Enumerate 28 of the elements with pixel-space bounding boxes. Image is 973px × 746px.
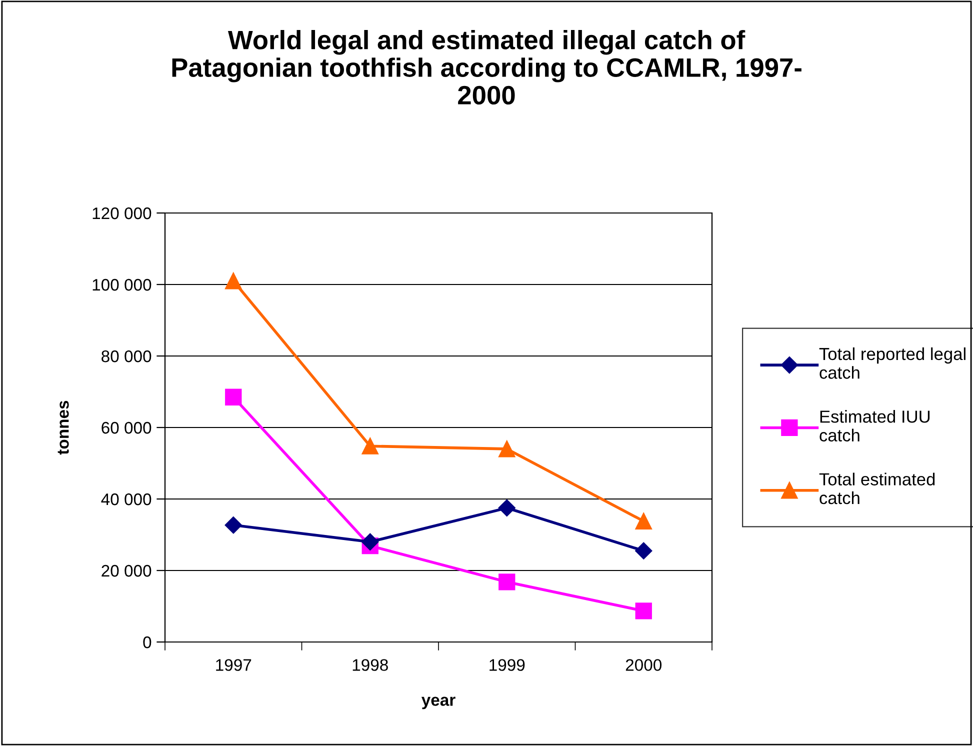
point: [225, 272, 242, 290]
point: [635, 542, 652, 560]
x-tick-label: 1999: [490, 659, 525, 671]
point: [498, 574, 516, 590]
y-tick-label: 20 000: [102, 564, 152, 577]
legend-label: Total reported legal catch: [819, 347, 966, 379]
y-axis-title: tonnes: [58, 400, 69, 455]
x-axis-title: year: [421, 696, 456, 710]
x-tick-label: 2000: [626, 659, 662, 671]
point: [498, 499, 516, 516]
y-tick-label: 40 000: [101, 493, 152, 506]
x-tick-label: 1997: [216, 659, 252, 671]
y-tick-label: 80 000: [102, 350, 152, 362]
point: [498, 440, 516, 458]
legend-label: Total estimated catch: [819, 472, 935, 504]
point: [635, 602, 652, 620]
point: [225, 388, 242, 406]
y-tick-label: 100 000: [92, 278, 152, 291]
point: [224, 516, 242, 534]
point: [635, 512, 652, 530]
point: [362, 438, 378, 454]
y-tick-label: 60 000: [102, 422, 152, 434]
point: [362, 533, 379, 550]
chart-title: World legal and estimated illegal catch of Patagonian toothfish according to CCAMLR, 1997- 2000: [172, 30, 802, 105]
y-tick-label: 0: [143, 636, 152, 648]
x-tick-label: 1998: [352, 659, 388, 671]
legend-label: Estimated IUU catch: [820, 410, 930, 442]
y-tick-label: 120 000: [92, 207, 152, 220]
